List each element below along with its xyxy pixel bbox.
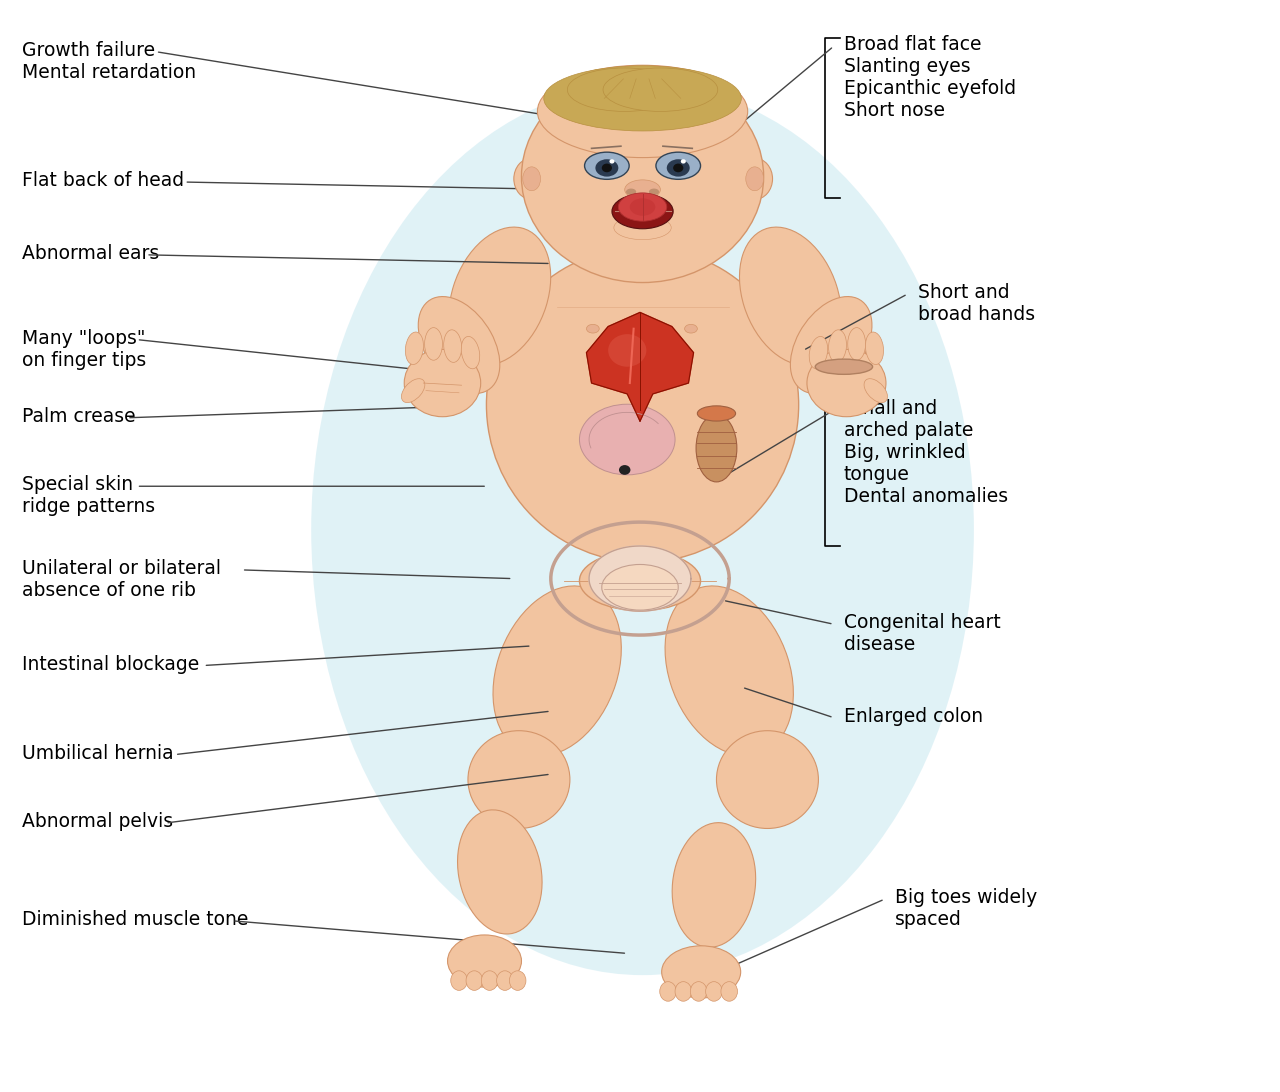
Ellipse shape bbox=[666, 586, 794, 756]
Ellipse shape bbox=[705, 982, 722, 1001]
Ellipse shape bbox=[461, 336, 480, 369]
Ellipse shape bbox=[608, 334, 646, 367]
Text: Congenital heart
disease: Congenital heart disease bbox=[844, 614, 1001, 654]
Ellipse shape bbox=[406, 332, 424, 365]
Ellipse shape bbox=[721, 982, 737, 1001]
Ellipse shape bbox=[544, 66, 741, 131]
Ellipse shape bbox=[602, 164, 612, 173]
Ellipse shape bbox=[662, 946, 741, 998]
Ellipse shape bbox=[586, 324, 599, 333]
Ellipse shape bbox=[847, 328, 865, 360]
Ellipse shape bbox=[790, 297, 872, 393]
Ellipse shape bbox=[618, 193, 667, 222]
Ellipse shape bbox=[580, 550, 700, 610]
Ellipse shape bbox=[468, 731, 570, 829]
Ellipse shape bbox=[493, 586, 621, 756]
Ellipse shape bbox=[737, 158, 773, 200]
Ellipse shape bbox=[522, 167, 540, 191]
Text: Growth failure
Mental retardation: Growth failure Mental retardation bbox=[22, 40, 196, 82]
Ellipse shape bbox=[649, 189, 659, 195]
Ellipse shape bbox=[567, 68, 682, 111]
Ellipse shape bbox=[538, 66, 748, 157]
Ellipse shape bbox=[673, 164, 684, 173]
Ellipse shape bbox=[486, 247, 799, 562]
Text: Diminished muscle tone: Diminished muscle tone bbox=[22, 910, 248, 929]
Ellipse shape bbox=[698, 406, 736, 422]
Ellipse shape bbox=[667, 159, 690, 177]
Ellipse shape bbox=[659, 982, 676, 1001]
Text: Many "loops"
on finger tips: Many "loops" on finger tips bbox=[22, 329, 146, 370]
Ellipse shape bbox=[466, 971, 483, 990]
Ellipse shape bbox=[690, 982, 707, 1001]
Ellipse shape bbox=[402, 379, 425, 403]
Ellipse shape bbox=[419, 297, 499, 393]
Ellipse shape bbox=[681, 159, 686, 164]
Ellipse shape bbox=[809, 336, 828, 369]
Ellipse shape bbox=[311, 84, 974, 975]
Ellipse shape bbox=[513, 158, 549, 200]
Ellipse shape bbox=[806, 349, 886, 417]
Ellipse shape bbox=[451, 971, 467, 990]
Ellipse shape bbox=[625, 180, 660, 200]
Ellipse shape bbox=[612, 194, 673, 228]
Ellipse shape bbox=[614, 216, 671, 239]
Ellipse shape bbox=[675, 982, 691, 1001]
Ellipse shape bbox=[605, 232, 680, 277]
Ellipse shape bbox=[404, 349, 481, 417]
Text: Unilateral or bilateral
absence of one rib: Unilateral or bilateral absence of one r… bbox=[22, 559, 221, 600]
Ellipse shape bbox=[609, 159, 614, 164]
Ellipse shape bbox=[685, 324, 698, 333]
Ellipse shape bbox=[444, 330, 462, 363]
Text: Enlarged colon: Enlarged colon bbox=[844, 707, 983, 726]
Text: Special skin
ridge patterns: Special skin ridge patterns bbox=[22, 475, 155, 517]
Ellipse shape bbox=[602, 565, 678, 610]
Text: Abnormal pelvis: Abnormal pelvis bbox=[22, 812, 173, 831]
Ellipse shape bbox=[620, 465, 631, 475]
Ellipse shape bbox=[449, 227, 550, 365]
Ellipse shape bbox=[672, 822, 755, 947]
Ellipse shape bbox=[865, 332, 883, 365]
Text: Flat back of head: Flat back of head bbox=[22, 171, 184, 190]
Ellipse shape bbox=[521, 71, 764, 283]
Ellipse shape bbox=[655, 152, 700, 179]
Ellipse shape bbox=[603, 68, 718, 111]
Ellipse shape bbox=[626, 189, 636, 195]
Text: Palm crease: Palm crease bbox=[22, 407, 136, 426]
Text: Umbilical hernia: Umbilical hernia bbox=[22, 744, 174, 762]
Ellipse shape bbox=[585, 152, 630, 179]
Ellipse shape bbox=[746, 167, 764, 191]
Ellipse shape bbox=[717, 731, 818, 829]
Ellipse shape bbox=[481, 971, 498, 990]
Ellipse shape bbox=[630, 199, 655, 216]
Ellipse shape bbox=[497, 971, 513, 990]
Ellipse shape bbox=[580, 404, 675, 475]
Polygon shape bbox=[589, 546, 691, 612]
Polygon shape bbox=[586, 312, 694, 422]
Ellipse shape bbox=[448, 935, 521, 987]
Ellipse shape bbox=[425, 328, 443, 360]
Text: Big toes widely
spaced: Big toes widely spaced bbox=[895, 888, 1037, 929]
Ellipse shape bbox=[457, 810, 541, 934]
Ellipse shape bbox=[864, 379, 887, 403]
Ellipse shape bbox=[740, 227, 841, 365]
Text: Intestinal blockage: Intestinal blockage bbox=[22, 654, 200, 674]
Ellipse shape bbox=[828, 330, 846, 363]
Ellipse shape bbox=[595, 159, 618, 177]
Text: Small and
arched palate
Big, wrinkled
tongue
Dental anomalies: Small and arched palate Big, wrinkled to… bbox=[844, 400, 1009, 507]
Text: Broad flat face
Slanting eyes
Epicanthic eyefold
Short nose: Broad flat face Slanting eyes Epicanthic… bbox=[844, 35, 1016, 120]
Ellipse shape bbox=[696, 415, 737, 482]
Ellipse shape bbox=[815, 359, 873, 375]
Ellipse shape bbox=[509, 971, 526, 990]
Text: Short and
broad hands: Short and broad hands bbox=[918, 283, 1036, 324]
Text: Abnormal ears: Abnormal ears bbox=[22, 244, 159, 263]
